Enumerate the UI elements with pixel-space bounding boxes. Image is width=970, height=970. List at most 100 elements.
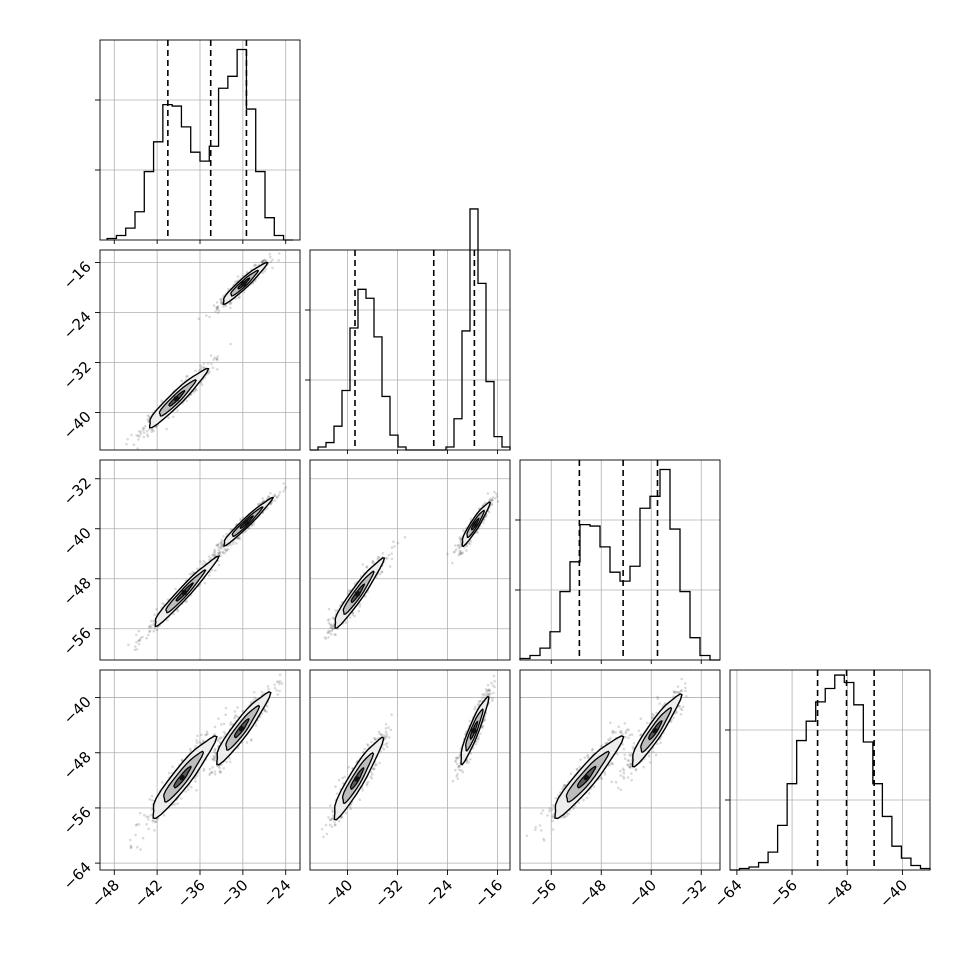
sample-point [121, 663, 124, 666]
sample-point [241, 516, 245, 519]
sample-point [138, 811, 142, 815]
sample-point [267, 495, 270, 498]
sample-point [378, 761, 382, 765]
sample-point [252, 523, 255, 526]
sample-point [476, 737, 480, 740]
sample-point [330, 632, 333, 636]
sample-point [220, 541, 223, 544]
sample-point [218, 551, 221, 555]
sample-point [456, 544, 460, 547]
sample-point [684, 689, 687, 693]
sample-point [213, 356, 216, 360]
sample-point [672, 716, 675, 720]
sample-point [132, 443, 136, 447]
sample-point [327, 629, 331, 633]
sample-point [271, 258, 274, 262]
sample-point [176, 608, 180, 611]
sample-point [459, 537, 462, 541]
sample-point [176, 609, 179, 613]
sample-point [195, 741, 199, 745]
sample-point [363, 747, 367, 751]
sample-point [483, 718, 487, 721]
sample-point [384, 727, 388, 730]
sample-point [228, 760, 232, 764]
sample-point [283, 487, 287, 491]
sample-point [458, 549, 462, 553]
sample-point [622, 777, 626, 780]
sample-point [622, 769, 626, 772]
sample-point [222, 535, 225, 538]
sample-point [628, 766, 632, 769]
sample-point [380, 733, 384, 736]
sample-point [135, 640, 138, 644]
sample-point [155, 607, 158, 611]
sample-point [479, 732, 482, 735]
sample-point [366, 780, 370, 784]
sample-point [194, 780, 197, 783]
sample-point [134, 823, 138, 827]
histogram-steps [310, 208, 511, 451]
sample-point [348, 616, 352, 619]
sample-point [148, 630, 151, 633]
sample-point [146, 433, 149, 436]
sample-point [357, 609, 361, 613]
sample-point [137, 438, 140, 441]
sample-point [626, 759, 630, 762]
sample-point [195, 789, 198, 792]
contour-peak [181, 589, 188, 596]
sample-point [373, 738, 377, 741]
sample-point [674, 690, 678, 694]
sample-point [266, 507, 269, 510]
sample-point [273, 683, 276, 687]
sample-point [347, 765, 351, 769]
sample-point [212, 304, 216, 307]
sample-point [473, 705, 477, 708]
sample-point [208, 315, 211, 319]
sample-point [213, 748, 217, 752]
sample-point [217, 739, 220, 743]
sample-point [215, 307, 219, 311]
sample-point [656, 695, 659, 699]
sample-point [141, 836, 145, 840]
sample-point [630, 772, 633, 775]
panel-frame [309, 669, 511, 871]
sample-point [150, 799, 154, 802]
panel-frame [99, 459, 301, 661]
sample-point [253, 280, 257, 283]
sample-point [629, 762, 632, 765]
sample-point [330, 825, 334, 828]
sample-point [482, 518, 486, 522]
sample-point [269, 260, 273, 264]
sample-point [469, 758, 472, 761]
sample-point [130, 433, 133, 437]
sample-point [217, 545, 220, 549]
sample-point [461, 551, 465, 555]
sample-point [371, 773, 374, 776]
sample-point [217, 548, 220, 551]
sample-point [218, 771, 222, 774]
sample-point [282, 490, 286, 493]
sample-point [151, 819, 154, 823]
sample-point [481, 693, 484, 696]
sample-point [457, 544, 461, 547]
panel-content [125, 252, 281, 450]
sample-point [217, 717, 220, 720]
sample-point [684, 686, 687, 690]
sample-point [370, 740, 373, 744]
scatter-panel-2-3 [519, 669, 721, 871]
histogram-panel-0 [95, 39, 301, 241]
sample-point [172, 612, 175, 616]
sample-point [150, 430, 153, 434]
sample-point [370, 777, 374, 780]
contour-peak [354, 590, 361, 597]
sample-point [493, 497, 497, 500]
sample-point [488, 499, 491, 502]
sample-point [461, 770, 465, 774]
sample-point [329, 818, 333, 822]
sample-point [371, 559, 375, 563]
sample-point [243, 530, 247, 534]
sample-point [651, 750, 655, 753]
sample-point [372, 767, 376, 770]
sample-point [225, 760, 228, 764]
sample-point [138, 639, 142, 642]
